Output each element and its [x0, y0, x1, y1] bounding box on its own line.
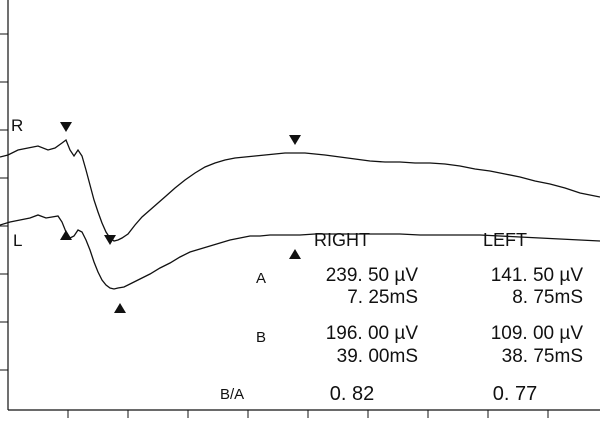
axis-ticks [0, 33, 549, 418]
a-right-amplitude: 239. 50 µV [326, 265, 419, 286]
trace-r [0, 138, 600, 242]
trace-label-l: L [13, 231, 22, 250]
marker-r-b [289, 135, 301, 145]
marker-r-a [60, 122, 72, 132]
marker-l-a-up [60, 230, 72, 240]
marker-l-b [289, 249, 301, 259]
a-right-latency: 7. 25mS [347, 287, 418, 308]
a-left-latency: 8. 75mS [512, 287, 583, 308]
ba-left-ratio: 0. 77 [493, 383, 537, 405]
marker-l-a-down [104, 235, 116, 245]
measurement-table: RIGHT LEFT A 239. 50 µV 7. 25mS 141. 50 … [220, 230, 583, 405]
col-header-left: LEFT [483, 230, 527, 250]
b-right-amplitude: 196. 00 µV [326, 323, 419, 344]
b-left-amplitude: 109. 00 µV [491, 323, 584, 344]
ba-right-ratio: 0. 82 [330, 383, 374, 405]
trace-label-r: R [11, 116, 23, 135]
b-right-latency: 39. 00mS [337, 346, 418, 367]
b-left-latency: 38. 75mS [502, 346, 583, 367]
row-label-a: A [256, 270, 266, 287]
row-label-b: B [256, 329, 266, 346]
marker-group [60, 122, 301, 313]
marker-l-trough [114, 303, 126, 313]
a-left-amplitude: 141. 50 µV [491, 265, 584, 286]
row-label-ba: B/A [220, 386, 244, 403]
col-header-right: RIGHT [314, 230, 370, 250]
